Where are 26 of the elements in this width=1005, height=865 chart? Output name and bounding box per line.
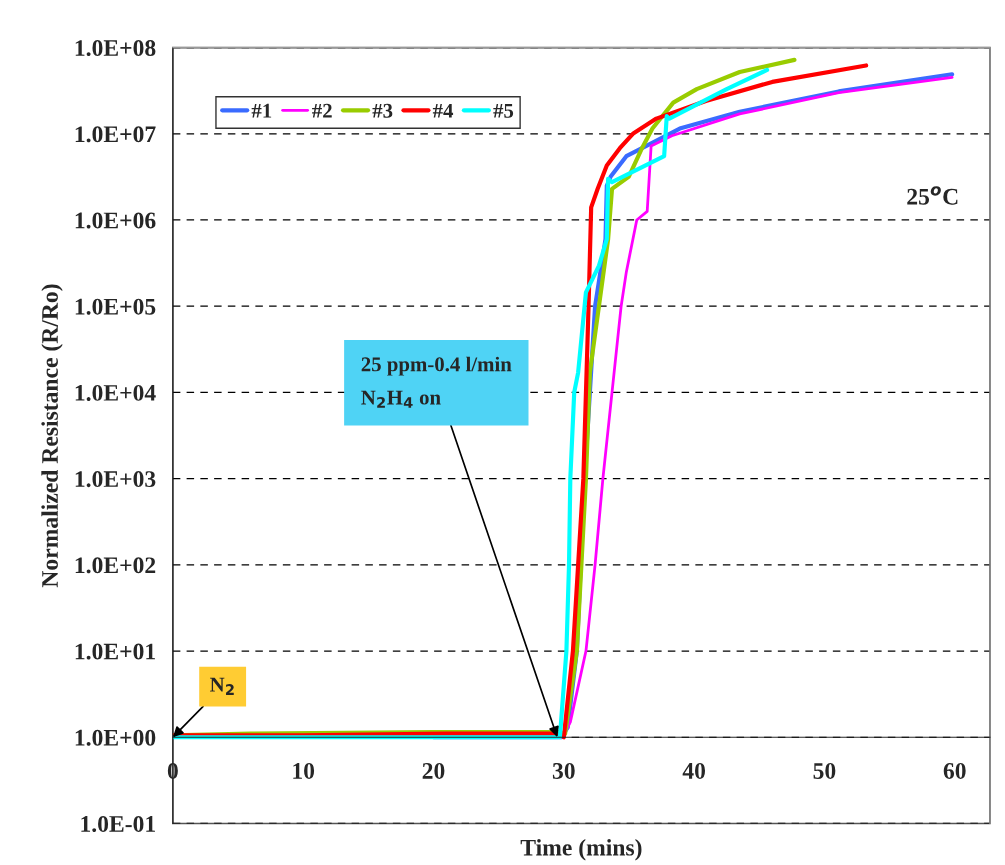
x-tick-label: 30 [552,762,575,779]
y-tick-label: 1.0E+08 [75,40,156,57]
x-tick-label: 60 [943,762,966,779]
y-tick-label: 1.0E+03 [75,471,156,488]
annotation: 25 ppm-0.4 l/min N$_{2}$H$_{4}$ on [361,356,512,408]
x-tick-label: 20 [422,762,445,779]
x-tick-label: 10 [293,762,315,779]
legend-label: #1 [251,103,272,118]
annotation: 25$^{o}$C [907,186,958,205]
x-axis-title: Time (mins) [520,839,642,861]
y-tick-label: 1.0E+07 [75,126,156,143]
legend-label: #4 [432,103,454,118]
y-tick-label: 1.0E+05 [75,298,156,315]
y-tick-label: 1.0E+06 [75,212,156,229]
x-tick-label: 50 [813,762,836,779]
y-tick-label: 1.0E+04 [75,384,156,401]
annotation: N$_{2}$ [210,677,234,695]
legend-label: #2 [312,103,332,118]
y-tick-label: 1.0E-01 [81,815,155,833]
x-tick-label: 40 [682,762,706,779]
y-tick-label: 1.0E+02 [75,557,156,574]
y-tick-label: 1.0E+01 [75,643,155,660]
legend-label: #5 [493,103,514,118]
y-axis-title: Normalized Resistance (R/Ro) [41,284,63,588]
legend-label: #3 [372,103,393,118]
y-tick-label: 1.0E+00 [75,729,156,746]
